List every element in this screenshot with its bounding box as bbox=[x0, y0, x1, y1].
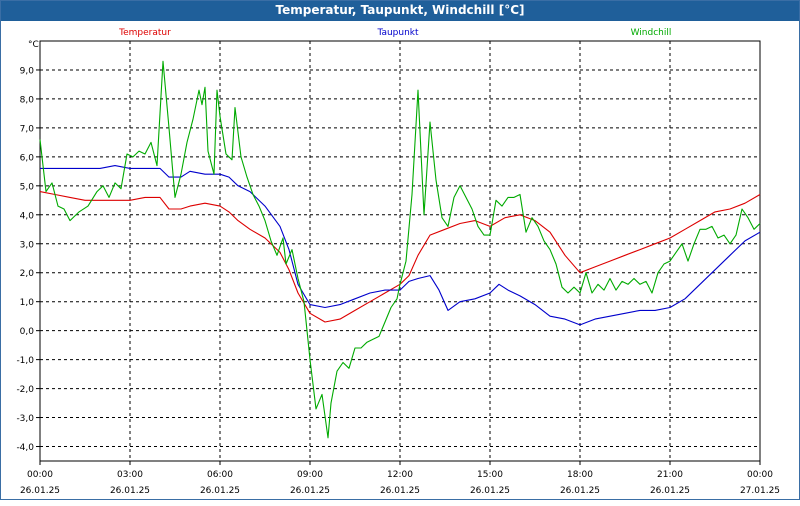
x-tick-date-label: 26.01.25 bbox=[200, 486, 240, 496]
x-tick-time-label: 00:00 bbox=[27, 470, 53, 480]
chart-area: 9,0 8,0 7,0 6,0 5,0 4,0 3,0 2,0 1,0 0,0 -1,0 -2,0 -3… bbox=[1, 21, 800, 501]
x-tick-date-label: 26.01.25 bbox=[380, 486, 420, 496]
x-tick-date-label: 26.01.25 bbox=[560, 486, 600, 496]
chart-title: Temperatur, Taupunkt, Windchill [°C] bbox=[275, 3, 525, 17]
x-tick-time-label: 15:00 bbox=[477, 470, 503, 480]
line-chart: 9,0 8,0 7,0 6,0 5,0 4,0 3,0 2,0 1,0 0,0 -1,0 -2,0 -3… bbox=[16, 28, 780, 496]
series-line-windchill bbox=[39, 60, 761, 439]
legend-windchill: Windchill bbox=[631, 28, 672, 38]
y-tick-label: 5,0 bbox=[20, 182, 35, 192]
y-tick-label: -3,0 bbox=[16, 414, 34, 424]
x-tick-time-label: 21:00 bbox=[657, 470, 683, 480]
y-tick-label: -2,0 bbox=[16, 385, 34, 395]
x-tick-time-label: 00:00 bbox=[747, 470, 773, 480]
legend-taupunkt: Taupunkt bbox=[376, 28, 419, 38]
y-tick-label: 9,0 bbox=[20, 66, 35, 76]
y-tick-label: -4,0 bbox=[16, 443, 34, 453]
chart-title-bar: Temperatur, Taupunkt, Windchill [°C] bbox=[1, 1, 799, 21]
y-tick-label: 8,0 bbox=[20, 95, 35, 105]
y-tick-label: 2,0 bbox=[20, 269, 35, 279]
series-line-temperatur bbox=[39, 191, 761, 323]
y-axis-unit-label: °C bbox=[28, 40, 39, 50]
x-tick-time-label: 09:00 bbox=[297, 470, 323, 480]
x-tick-time-label: 03:00 bbox=[117, 470, 143, 480]
x-tick-date-label: 26.01.25 bbox=[650, 486, 690, 496]
x-tick-date-label: 26.01.25 bbox=[470, 486, 510, 496]
y-tick-label: 6,0 bbox=[20, 153, 35, 163]
y-tick-label: -1,0 bbox=[16, 356, 34, 366]
legend-temperatur: Temperatur bbox=[118, 28, 171, 38]
y-tick-label: 3,0 bbox=[20, 240, 35, 250]
y-tick-label: 0,0 bbox=[20, 327, 35, 337]
x-tick-date-label: 26.01.25 bbox=[110, 486, 150, 496]
x-tick-time-label: 06:00 bbox=[207, 470, 233, 480]
x-tick-date-label: 26.01.25 bbox=[20, 486, 60, 496]
series-line-taupunkt bbox=[40, 165, 761, 326]
y-tick-label: 1,0 bbox=[20, 298, 35, 308]
x-tick-time-label: 12:00 bbox=[387, 470, 413, 480]
y-tick-label: 4,0 bbox=[20, 211, 35, 221]
x-tick-date-label: 26.01.25 bbox=[290, 486, 330, 496]
y-tick-label: 7,0 bbox=[20, 124, 35, 134]
x-tick-time-label: 18:00 bbox=[567, 470, 593, 480]
x-tick-date-label: 27.01.25 bbox=[740, 486, 780, 496]
